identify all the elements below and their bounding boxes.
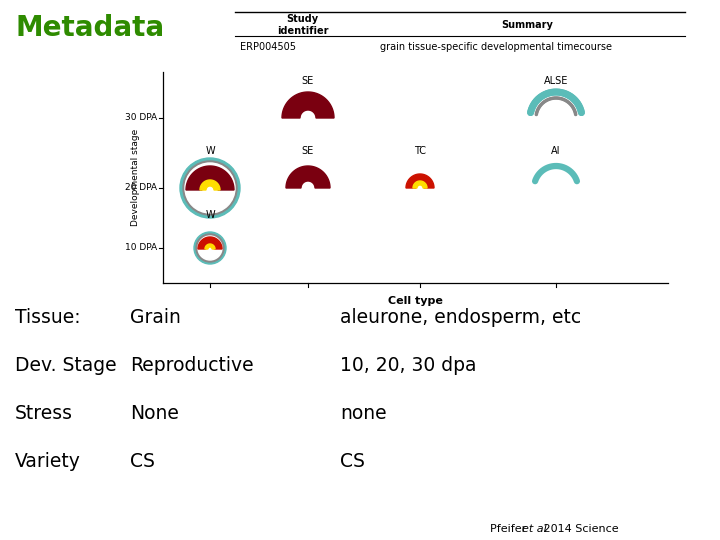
Polygon shape: [406, 174, 434, 188]
Text: Pfeifer: Pfeifer: [490, 524, 530, 534]
Text: Cell type: Cell type: [388, 296, 443, 306]
Text: Developmental stage: Developmental stage: [130, 129, 140, 226]
Text: CS: CS: [130, 452, 155, 471]
Text: Summary: Summary: [502, 20, 554, 30]
Polygon shape: [200, 180, 220, 190]
Text: AI: AI: [552, 146, 561, 156]
Circle shape: [180, 158, 240, 218]
Text: Metadata: Metadata: [15, 14, 164, 42]
Text: Study
identifier: Study identifier: [276, 14, 328, 36]
Text: none: none: [340, 404, 387, 423]
Circle shape: [183, 161, 237, 215]
Circle shape: [198, 236, 222, 260]
Text: W: W: [205, 210, 215, 220]
Polygon shape: [282, 92, 334, 118]
Text: aleurone, endosperm, etc: aleurone, endosperm, etc: [340, 308, 581, 327]
Text: et al: et al: [522, 524, 546, 534]
Circle shape: [538, 100, 574, 136]
Polygon shape: [413, 181, 427, 188]
Text: ERP004505: ERP004505: [240, 42, 296, 52]
Circle shape: [185, 163, 235, 213]
Text: 10 DPA: 10 DPA: [125, 244, 157, 253]
Text: Variety: Variety: [15, 452, 81, 471]
Text: 30 DPA: 30 DPA: [125, 113, 157, 123]
Text: 10, 20, 30 dpa: 10, 20, 30 dpa: [340, 356, 477, 375]
Text: Grain: Grain: [130, 308, 181, 327]
Text: W: W: [205, 146, 215, 156]
Text: 20 DPA: 20 DPA: [125, 184, 157, 192]
Polygon shape: [286, 166, 330, 188]
Text: Stress: Stress: [15, 404, 73, 423]
Text: ALSE: ALSE: [544, 76, 568, 86]
Text: Tissue:: Tissue:: [15, 308, 81, 327]
Polygon shape: [205, 244, 215, 249]
Text: Reproductive: Reproductive: [130, 356, 253, 375]
Circle shape: [196, 234, 224, 262]
Polygon shape: [186, 166, 234, 190]
Polygon shape: [198, 237, 222, 249]
Text: SE: SE: [302, 146, 314, 156]
Text: TC: TC: [414, 146, 426, 156]
Text: 2014 Science: 2014 Science: [540, 524, 618, 534]
Text: grain tissue-specific developmental timecourse: grain tissue-specific developmental time…: [380, 42, 612, 52]
Text: None: None: [130, 404, 179, 423]
Text: CS: CS: [340, 452, 365, 471]
Circle shape: [194, 232, 226, 264]
Text: Dev. Stage: Dev. Stage: [15, 356, 117, 375]
Text: SE: SE: [302, 76, 314, 86]
